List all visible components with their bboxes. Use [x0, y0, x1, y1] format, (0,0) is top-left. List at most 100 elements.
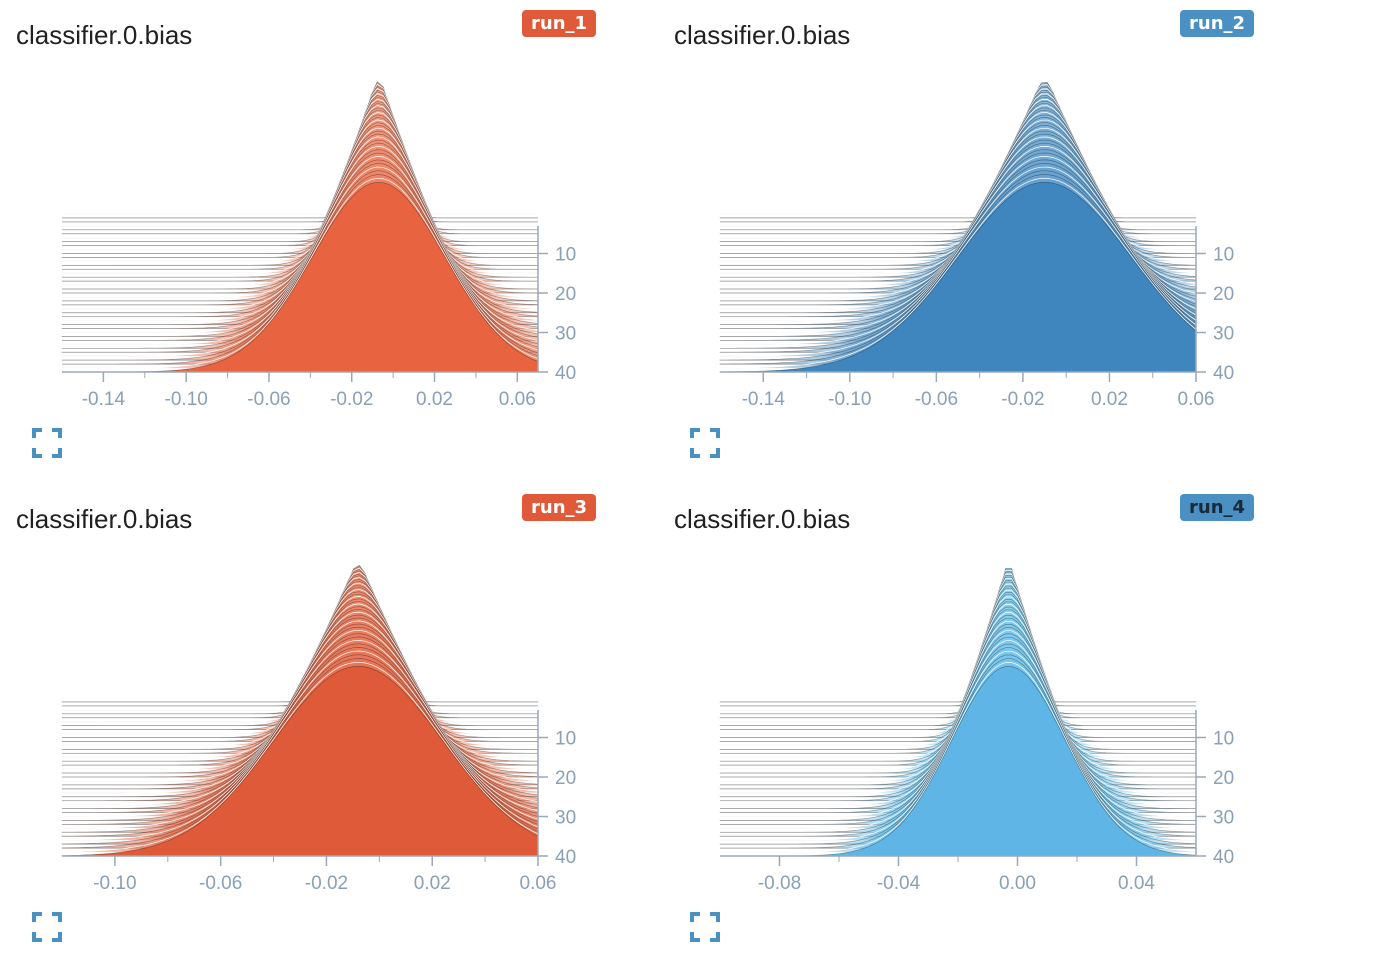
y-axis: 10 20 30 40: [1195, 710, 1234, 868]
expand-icon[interactable]: [32, 912, 62, 942]
x-axis: -0.08 -0.04 0.00 0.04: [720, 855, 1196, 894]
x-tick-label: -0.10: [93, 873, 136, 894]
y-axis: 10 20 30 40: [537, 226, 576, 384]
y-tick-label: 30: [1213, 808, 1234, 829]
histogram-card-run-3: classifier.0.bias run_3 -0.10 -0.06 -0.02 0…: [0, 484, 640, 954]
histogram-ridge: [61, 86, 539, 235]
histogram-ridge: [720, 567, 1196, 699]
x-tick-label: -0.06: [915, 389, 958, 410]
histogram-ridge: [62, 88, 538, 239]
ridges: [61, 563, 539, 857]
x-axis: -0.10 -0.06 -0.02 0.02 0.06: [62, 855, 557, 894]
y-tick-label: 30: [555, 324, 576, 345]
histogram-ridge: [61, 665, 539, 857]
histogram-ridge: [720, 85, 1196, 231]
histogram-ridge: [62, 563, 538, 699]
histogram-ridge: [719, 572, 1197, 719]
run-tag: run_4: [1180, 494, 1255, 521]
x-tick-label: -0.14: [742, 389, 786, 410]
histogram-ridge: [62, 82, 538, 223]
y-tick-label: 40: [555, 847, 576, 868]
x-tick-label: 0.02: [414, 873, 451, 894]
histogram-ridge: [61, 81, 539, 219]
histogram-ridge: [720, 571, 1196, 715]
x-tick-label: 0.06: [499, 389, 536, 410]
histogram-ridge: [61, 565, 539, 703]
histogram-ridge: [61, 83, 539, 227]
histogram-ridge: [720, 576, 1196, 730]
histogram-ridge: [719, 569, 1197, 711]
card-title: classifier.0.bias: [674, 20, 851, 50]
x-tick-label: -0.06: [199, 873, 242, 894]
histogram-card-run-4: classifier.0.bias run_4 -0.08 -0.04 0.00 0.…: [658, 484, 1298, 954]
x-tick-label: 0.04: [1118, 873, 1155, 894]
card-title: classifier.0.bias: [16, 20, 193, 50]
histogram-card-run-1: classifier.0.bias run_1 -0.14 -0.10 -0.06-…: [0, 0, 640, 470]
histogram-plot: -0.10 -0.06 -0.02 0.02 0.06 10 20 30 40: [61, 563, 576, 894]
x-tick-label: -0.10: [165, 389, 208, 410]
run-tag: run_2: [1180, 10, 1255, 37]
ridges: [719, 81, 1197, 373]
y-tick-label: 40: [1213, 363, 1234, 384]
histogram-ridge: [62, 79, 538, 215]
x-axis: -0.14 -0.10 -0.06 -0.02 0.02 0.06: [62, 371, 538, 410]
histogram-ridge: [719, 90, 1197, 243]
y-tick-label: 30: [555, 808, 576, 829]
histogram-ridge: [720, 88, 1196, 239]
expand-icon[interactable]: [690, 912, 720, 942]
x-tick-label: -0.02: [1001, 389, 1044, 410]
y-tick-label: 40: [1213, 847, 1234, 868]
y-tick-label: 10: [1213, 245, 1234, 266]
x-axis: -0.14 -0.10 -0.06 -0.02 0.02 0.06: [720, 371, 1215, 410]
x-tick-label: -0.02: [330, 389, 373, 410]
histogram-ridge: [61, 89, 539, 243]
x-tick-label: -0.08: [758, 873, 801, 894]
x-tick-label: 0.02: [1091, 389, 1128, 410]
y-tick-label: 20: [1213, 768, 1234, 789]
y-tick-label: 20: [555, 284, 576, 305]
card-title: classifier.0.bias: [674, 504, 851, 534]
expand-icon[interactable]: [32, 428, 62, 458]
histogram-plot: -0.08 -0.04 0.00 0.04 10 20 30 40: [719, 567, 1234, 894]
y-tick-label: 10: [555, 245, 576, 266]
y-axis: 10 20 30 40: [537, 710, 576, 868]
y-tick-label: 10: [555, 729, 576, 750]
y-tick-label: 10: [1213, 729, 1234, 750]
y-tick-label: 40: [555, 363, 576, 384]
histogram-ridge: [719, 575, 1197, 727]
histogram-ridge: [719, 82, 1197, 219]
histogram-ridge: [720, 568, 1196, 707]
histogram-ridge: [719, 84, 1197, 227]
x-tick-label: -0.10: [828, 389, 871, 410]
histogram-ridge: [720, 83, 1196, 223]
run-tag: run_3: [522, 494, 597, 521]
histogram-ridge: [719, 87, 1197, 235]
x-tick-label: 0.06: [1178, 389, 1215, 410]
run-tag: run_1: [522, 10, 597, 37]
histogram-ridge: [720, 91, 1196, 246]
x-tick-label: -0.02: [305, 873, 348, 894]
histogram-ridge: [720, 81, 1196, 215]
x-tick-label: -0.14: [82, 389, 126, 410]
histogram-plot: -0.14 -0.10 -0.06 -0.02 0.02 0.06 10 20 30 40: [719, 81, 1234, 410]
x-tick-label: 0.06: [520, 873, 557, 894]
histogram-plot: -0.14 -0.10 -0.06 -0.02 0.02 0.06 10 20 30 40: [61, 79, 576, 410]
histogram-card-run-2: classifier.0.bias run_2 -0.14 -0.10 -0.06-…: [658, 0, 1298, 470]
histogram-ridge: [720, 573, 1196, 723]
y-tick-label: 20: [555, 768, 576, 789]
card-title: classifier.0.bias: [16, 504, 193, 534]
ridges: [719, 567, 1197, 857]
expand-icon[interactable]: [690, 428, 720, 458]
x-tick-label: -0.06: [247, 389, 290, 410]
y-tick-label: 30: [1213, 324, 1234, 345]
histogram-ridge: [62, 85, 538, 231]
histogram-ridge: [719, 181, 1197, 373]
x-tick-label: 0.02: [416, 389, 453, 410]
y-axis: 10 20 30 40: [1195, 226, 1234, 384]
x-tick-label: 0.00: [999, 873, 1036, 894]
x-tick-label: -0.04: [877, 873, 921, 894]
ridges: [61, 79, 539, 373]
histogram-ridge: [719, 568, 1197, 703]
histogram-ridge: [62, 91, 538, 246]
y-tick-label: 20: [1213, 284, 1234, 305]
